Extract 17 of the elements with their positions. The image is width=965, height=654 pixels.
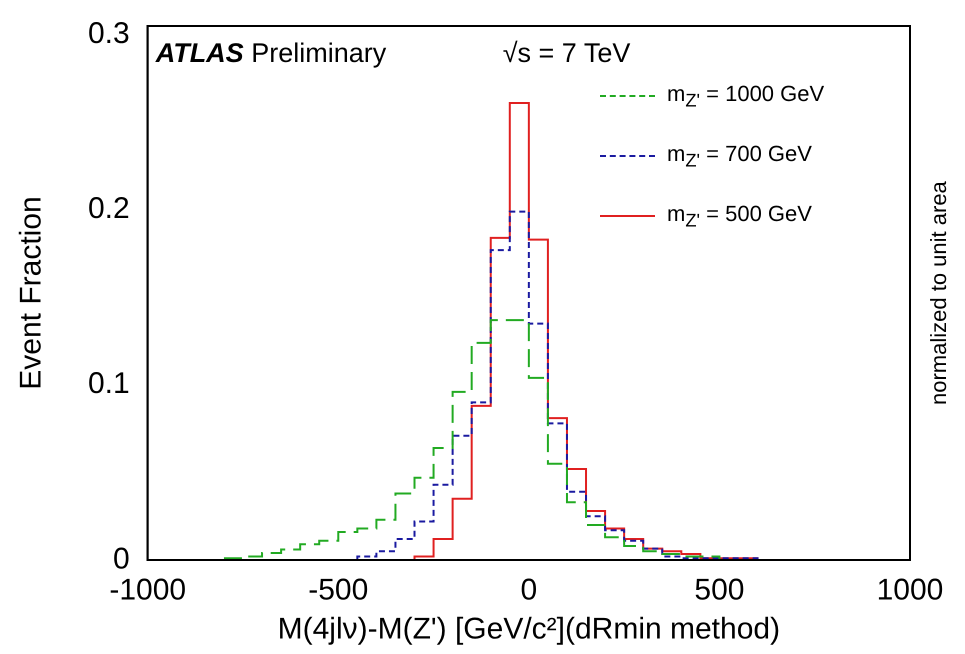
x-axis-title: M(4jlν)-M(Z') [GeV/c²](dRmin method) — [278, 612, 780, 646]
text: normalized to unit area — [926, 181, 952, 405]
y-tick-label: 0 — [113, 542, 130, 576]
annotation: ATLAS Preliminary — [156, 38, 386, 68]
x-tick-label: 0 — [520, 573, 538, 606]
legend-label: m$_{Z'}$ = 700 GeV — [667, 140, 812, 172]
y-axis-title: Event Fraction — [14, 196, 48, 390]
legend-label: m$_{Z'}$ = 1000 GeV — [667, 80, 824, 112]
x-tick-label: 1000 — [876, 573, 944, 606]
x-tick-label: 500 — [694, 573, 744, 606]
y-tick-label: 0.3 — [88, 17, 130, 50]
annotation: √s = 7 TeV — [502, 38, 630, 69]
x-tick-label: -1000 — [109, 573, 186, 606]
x-tick-label: -500 — [308, 573, 368, 606]
y-tick-label: 0.2 — [88, 192, 130, 226]
legend-label: m$_{Z'}$ = 500 GeV — [667, 200, 812, 232]
y-tick-label: 0.1 — [88, 367, 130, 400]
